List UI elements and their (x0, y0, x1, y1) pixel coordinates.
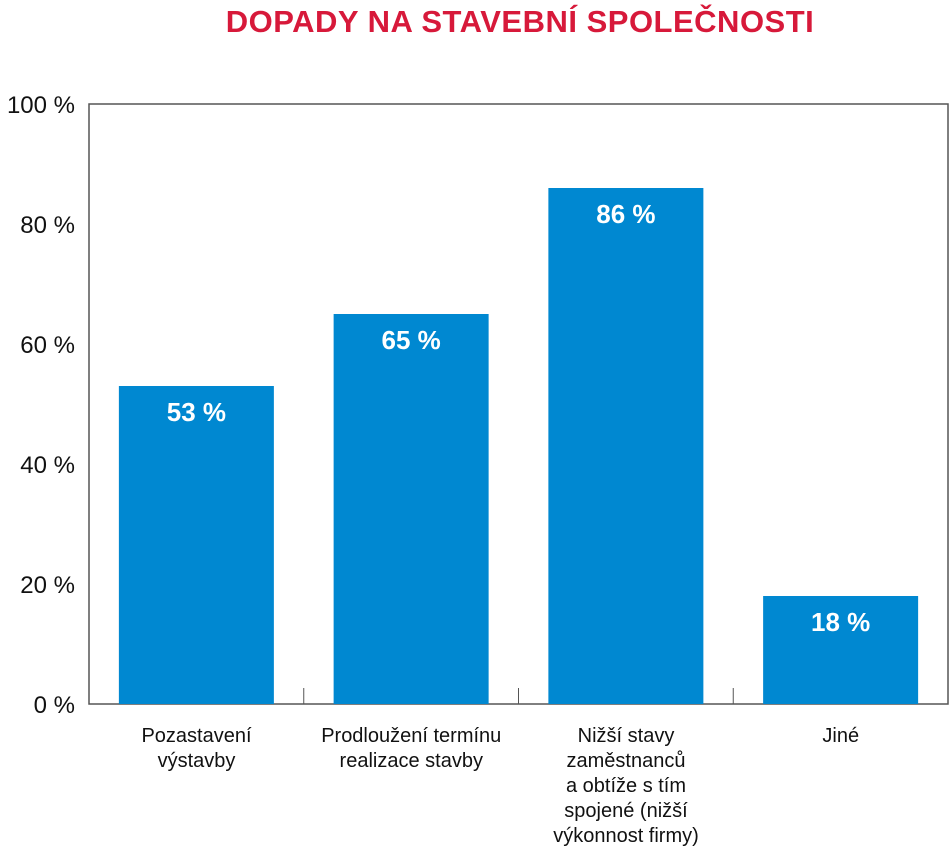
x-category-label: Pozastavení výstavby (89, 724, 304, 774)
data-label: 53 % (167, 397, 226, 427)
data-label: 86 % (596, 199, 655, 229)
category-label-line: Pozastavení (141, 725, 252, 747)
category-label-line: Jiné (822, 725, 860, 747)
category-label-line: realizace stavby (339, 750, 483, 772)
y-tick-label: 0 % (34, 692, 75, 719)
x-category-label: Nižší stavy zaměstnanců a obtíže s tím spoj… (519, 724, 734, 849)
y-tick-label: 20 % (20, 572, 75, 599)
bar (763, 596, 919, 704)
x-category-label: Jiné (733, 724, 948, 749)
y-tick-label: 60 % (20, 332, 75, 359)
category-label-line: Prodloužení termínu (321, 725, 502, 747)
category-label-line: Nižší stavy (577, 725, 675, 747)
category-label-line: výkonnost firmy) (553, 825, 699, 847)
bar (548, 188, 704, 704)
data-label: 65 % (381, 325, 440, 355)
y-tick-label: 40 % (20, 452, 75, 479)
category-label-line: spojené (nižší (564, 800, 688, 822)
bar (333, 314, 489, 704)
category-label-line: výstavby (157, 750, 236, 772)
category-label-line: a obtíže s tím (565, 775, 687, 797)
bar (118, 386, 274, 704)
chart-title: DOPADY NA STAVEBNÍ SPOLEČNOSTI (225, 4, 815, 39)
y-tick-label: 100 % (7, 92, 75, 119)
data-label: 18 % (811, 607, 870, 637)
y-tick-label: 80 % (20, 212, 75, 239)
category-label-line: zaměstnanců (566, 750, 686, 772)
x-category-label: Prodloužení termínu realizace stavby (304, 724, 519, 774)
